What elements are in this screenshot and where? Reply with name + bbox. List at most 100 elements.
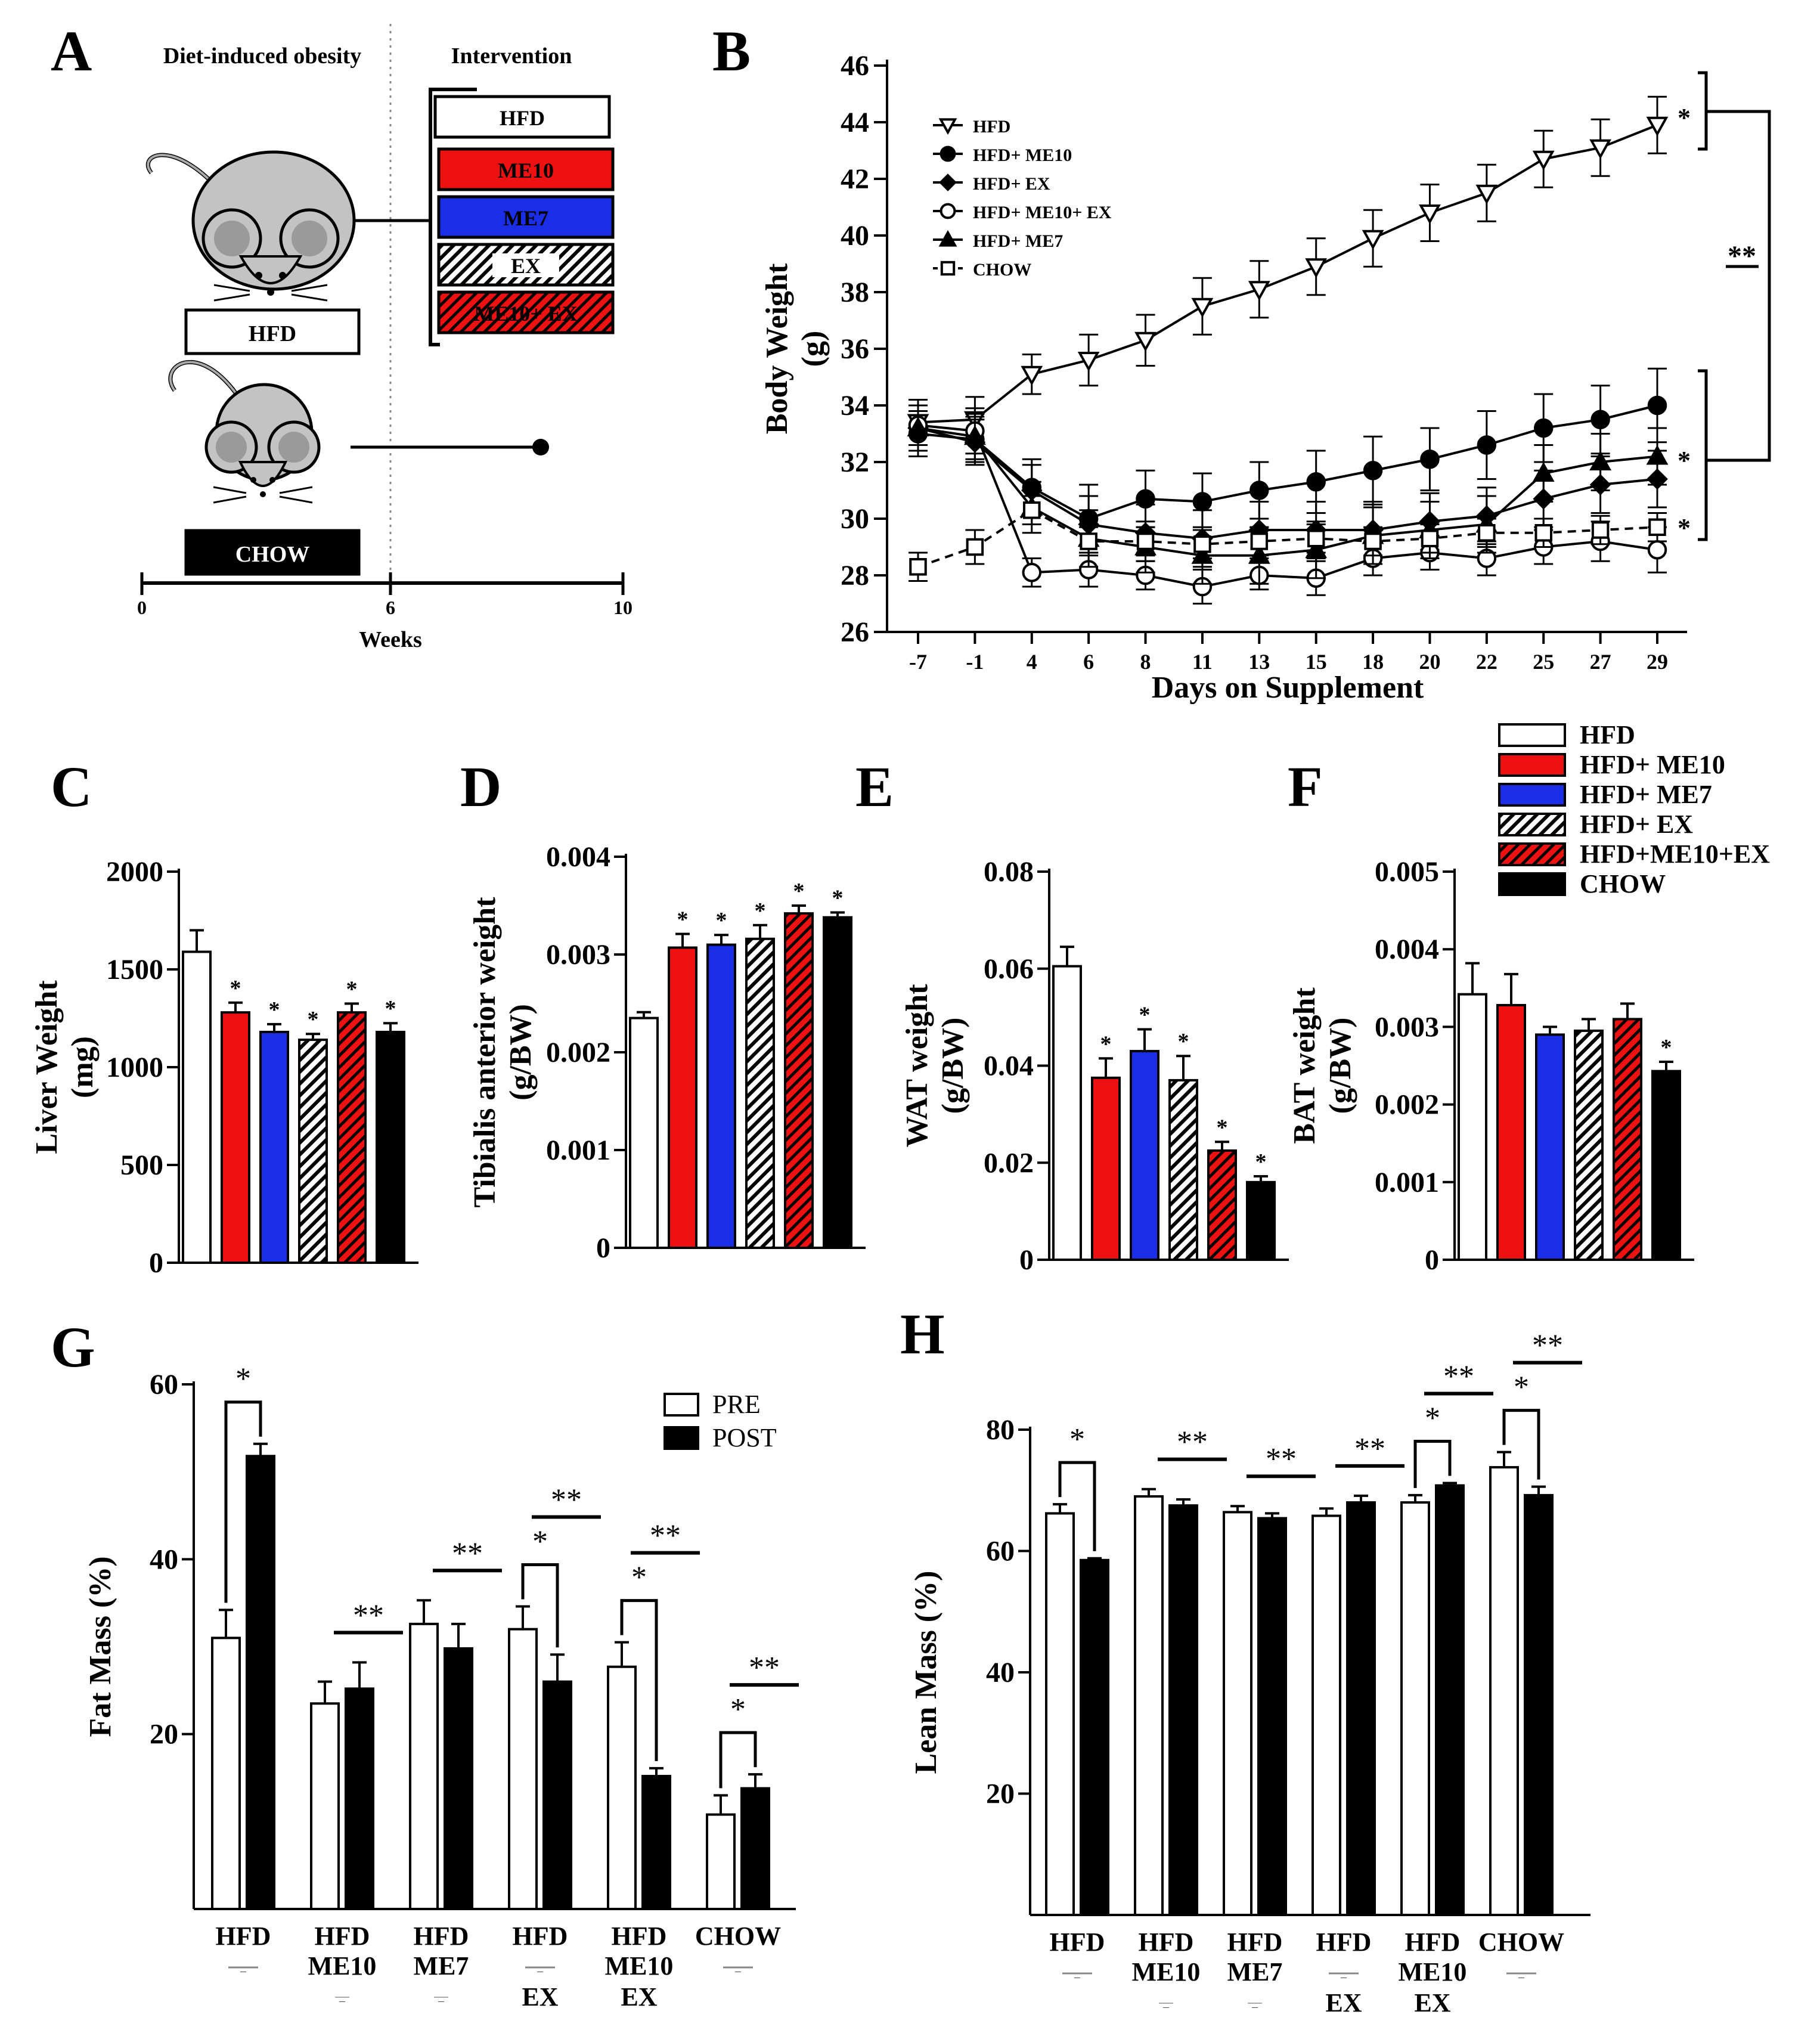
timeline-tick-label: 0 xyxy=(137,597,147,618)
legend-label: HFD+ ME10 xyxy=(973,145,1072,165)
y-axis-label: BAT weight (g/BW) xyxy=(1288,987,1357,1144)
panel-f-chart: F 0 0.001 0.002 0.003 0.004 0.005 BAT weight (g… xyxy=(1288,720,1770,1276)
series-line xyxy=(917,404,1658,520)
bar xyxy=(823,916,852,1250)
bar xyxy=(182,950,212,1264)
data-point xyxy=(1478,524,1496,542)
legend-label: HFD+ ME7 xyxy=(1580,780,1712,809)
legend-entry: CHOW xyxy=(1498,869,1666,898)
x-group-label: ME10 xyxy=(1132,1957,1201,1986)
y-tick-label: 0.06 xyxy=(984,953,1034,985)
x-group-label: CHOW xyxy=(695,1922,781,1951)
legend-entry: HFD+ EX xyxy=(933,173,1050,194)
data-point xyxy=(1591,521,1610,539)
legend-entry: HFD+ ME10+ EX xyxy=(933,203,1112,222)
hfd-label-box xyxy=(184,308,361,355)
x-tick-label: -1 xyxy=(966,650,984,674)
data-point xyxy=(1419,204,1441,225)
hfd-label-text: HFD xyxy=(249,321,296,346)
sig-star: * xyxy=(793,879,805,904)
intervention-ex-label: EX xyxy=(511,254,541,278)
legend-swatch xyxy=(663,1426,699,1450)
sig-double-star: ** xyxy=(1266,1442,1297,1476)
sig-star: * xyxy=(755,898,766,923)
x-group-label-dash: — xyxy=(734,1969,742,1975)
y-tick-label: 28 xyxy=(841,560,869,591)
sig-star: * xyxy=(385,996,396,1021)
x-group-label: HFD xyxy=(1405,1927,1461,1957)
sig-double-star: ** xyxy=(452,1536,483,1570)
bar xyxy=(1524,1493,1554,1916)
intervention-bracket xyxy=(429,88,477,346)
y-tick-label: 0.004 xyxy=(546,841,610,873)
bar xyxy=(784,912,814,1249)
sig-double-star: ** xyxy=(1443,1360,1474,1394)
bar xyxy=(668,946,697,1250)
y-tick-label: 34 xyxy=(841,390,869,422)
data-point xyxy=(1532,150,1555,171)
bar xyxy=(1080,1558,1109,1916)
x-group-label-dash: — xyxy=(1251,2004,1258,2011)
sig-star: * xyxy=(1514,1371,1529,1405)
chow-label-text: CHOW xyxy=(235,542,310,567)
legend-entry: HFD+ME10+EX xyxy=(1498,839,1770,869)
intervention-hfd-label: HFD xyxy=(500,106,545,130)
x-tick-label: 15 xyxy=(1306,650,1327,674)
bar xyxy=(1257,1517,1287,1916)
x-group-label: CHOW xyxy=(1478,1927,1564,1957)
legend-marker xyxy=(939,173,957,191)
x-group-label: HFD xyxy=(612,1922,667,1951)
y-tick-label: 2000 xyxy=(106,856,163,888)
data-point xyxy=(1193,535,1211,553)
x-group-label: ME10 xyxy=(605,1951,674,1981)
y-tick-label: 30 xyxy=(841,503,869,535)
sig-star: * xyxy=(346,977,358,1002)
sig-star: * xyxy=(1678,103,1691,132)
bar xyxy=(542,1680,572,1911)
bar xyxy=(409,1622,439,1911)
sig-double-star: ** xyxy=(551,1483,582,1517)
data-point xyxy=(1646,445,1669,465)
sig-star: * xyxy=(1217,1115,1228,1140)
y-tick-label: 36 xyxy=(841,333,869,365)
bar xyxy=(508,1628,538,1911)
y-tick-label: 40 xyxy=(150,1544,178,1575)
series-hfd xyxy=(907,95,1669,446)
y-tick-label: 40 xyxy=(841,220,869,252)
x-group-label-dash: — xyxy=(339,1998,346,2005)
y-tick-label: 38 xyxy=(841,277,869,308)
bar xyxy=(1574,1029,1604,1262)
panel-letter-h: H xyxy=(900,1302,945,1366)
y-tick-label: 44 xyxy=(841,107,869,138)
y-tick-label: 0 xyxy=(596,1232,610,1264)
bar xyxy=(1168,1079,1198,1261)
y-axis-label-line: Liver Weight xyxy=(30,980,64,1154)
x-group-label-dash: — xyxy=(1340,1975,1347,1981)
timeline-tick-label: 6 xyxy=(386,597,395,618)
y-axis-label-text: Fat Mass (%) xyxy=(83,1556,117,1737)
data-point xyxy=(1250,532,1269,550)
series-line xyxy=(917,123,1658,424)
data-point xyxy=(1589,139,1612,159)
data-point xyxy=(907,416,929,436)
intervention-me7-label: ME7 xyxy=(503,206,548,230)
legend-entry: HFD+ ME7 xyxy=(933,230,1063,251)
data-point xyxy=(966,538,984,556)
legend-entry: PRE xyxy=(663,1390,761,1419)
x-tick-label: 11 xyxy=(1192,650,1213,674)
data-point xyxy=(1647,395,1667,416)
bar xyxy=(745,937,775,1249)
y-tick-label: 80 xyxy=(986,1414,1015,1446)
y-axis-label: Lean Mass (%) xyxy=(909,1571,943,1774)
sig-bracket xyxy=(1706,110,1771,462)
sig-star: * xyxy=(1178,1029,1189,1054)
bar xyxy=(1045,1512,1075,1917)
sig-double-star: ** xyxy=(1354,1432,1385,1466)
data-point xyxy=(1477,435,1497,455)
legend-swatch xyxy=(1498,872,1566,896)
y-axis-label-line: Tibialis anterior weight xyxy=(468,897,502,1208)
bar xyxy=(1168,1504,1198,1916)
y-tick-label: 1500 xyxy=(106,954,163,985)
sig-star: * xyxy=(1425,1402,1440,1436)
y-tick-label: 20 xyxy=(986,1778,1015,1810)
